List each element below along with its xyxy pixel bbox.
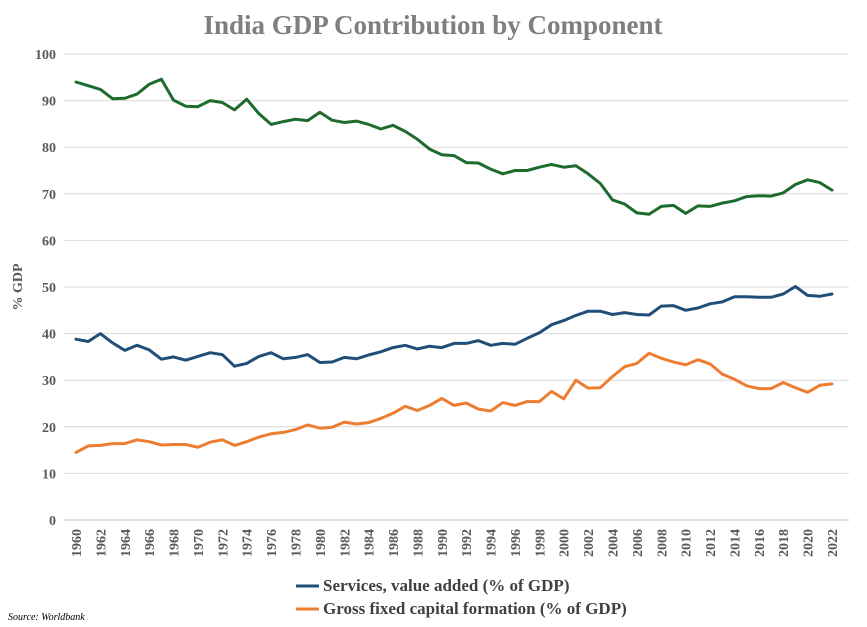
x-tick-label: 1978: [289, 529, 304, 557]
x-tick-label: 1966: [143, 529, 158, 557]
x-tick-label: 1998: [533, 529, 548, 557]
x-tick-label: 2016: [753, 529, 768, 557]
y-tick-label: 10: [42, 467, 56, 482]
x-tick-label: 1982: [338, 529, 353, 557]
y-tick-label: 80: [42, 141, 56, 156]
x-tick-label: 2020: [802, 529, 817, 557]
x-tick-label: 2006: [631, 529, 646, 557]
x-tick-label: 1970: [192, 529, 207, 557]
y-tick-label: 50: [42, 281, 56, 296]
x-tick-label: 1968: [168, 529, 183, 557]
series-line-1: [74, 285, 834, 368]
gridlines: [64, 53, 849, 521]
y-axis-label: % GDP: [11, 263, 26, 311]
y-tick-label: 70: [42, 188, 56, 203]
x-tick-label: 1980: [314, 529, 329, 557]
series-line-2: [74, 351, 834, 454]
x-tick-label: 1972: [216, 529, 231, 557]
x-tick-label: 2000: [558, 529, 573, 557]
x-tick-label: 1986: [387, 529, 402, 557]
y-tick-label: 30: [42, 374, 56, 389]
x-tick-label: 1964: [119, 529, 134, 557]
y-tick-label: 20: [42, 421, 56, 436]
x-tick-label: 2014: [728, 529, 743, 557]
x-tick-label: 1992: [460, 529, 475, 557]
y-tick-label: 90: [42, 95, 56, 110]
series-line-0: [74, 77, 834, 216]
x-tick-label: 2010: [680, 529, 695, 557]
x-tick-label: 1976: [265, 529, 280, 557]
x-tick-label: 2004: [607, 529, 622, 557]
x-tick-label: 2008: [655, 529, 670, 557]
x-tick-label: 2018: [777, 529, 792, 557]
y-tick-labels: 0 10 20 30 40 50 60 70 80 90 100: [35, 48, 56, 529]
x-tick-label: 2022: [826, 529, 841, 557]
x-tick-label: 1974: [241, 529, 256, 557]
chart-title: India GDP Contribution by Component: [203, 10, 662, 40]
x-tick-label: 1996: [509, 529, 524, 557]
legend: Services, value added (% of GDP) Gross fi…: [296, 576, 627, 618]
series-lines: [74, 77, 834, 454]
source-note: Source: Worldbank: [8, 612, 85, 623]
x-tick-label: 1962: [94, 529, 109, 557]
x-tick-label: 1990: [436, 529, 451, 557]
y-tick-label: 40: [42, 328, 56, 343]
y-tick-label: 60: [42, 234, 56, 249]
legend-label: Services, value added (% of GDP): [323, 576, 569, 595]
x-tick-label: 1988: [411, 529, 426, 557]
y-tick-label: 100: [35, 48, 56, 63]
x-tick-label: 1960: [70, 529, 85, 557]
y-tick-label: 0: [49, 514, 56, 529]
x-tick-label: 2012: [704, 529, 719, 557]
x-tick-labels: 1960 1962 1964 1966 1968 1970 1972 1974 1976 1978…: [70, 529, 841, 557]
legend-label: Gross fixed capital formation (% of GDP): [323, 599, 627, 618]
x-tick-label: 1984: [363, 529, 378, 557]
x-tick-label: 1994: [485, 529, 500, 557]
x-tick-label: 2002: [582, 529, 597, 557]
